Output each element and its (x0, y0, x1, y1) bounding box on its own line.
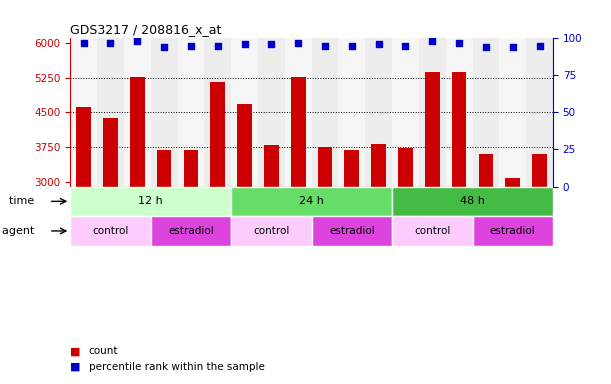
Text: control: control (253, 226, 290, 236)
Bar (76, 107, 91, 187)
Bar (151, 216, 231, 246)
Text: GDS3217 / 208816_x_at: GDS3217 / 208816_x_at (70, 23, 222, 36)
Bar (285, 38, 312, 187)
Point (159, 44, 169, 50)
Point (266, 41, 276, 47)
Bar (365, 38, 392, 187)
Bar (532, 154, 547, 187)
Bar (183, 151, 199, 187)
Bar (231, 187, 392, 216)
Bar (392, 216, 472, 246)
Point (481, 44, 491, 50)
Point (213, 43, 222, 49)
Point (106, 40, 115, 46)
Bar (157, 151, 172, 187)
Bar (472, 38, 499, 187)
Bar (124, 38, 151, 187)
Bar (103, 118, 118, 187)
Text: 48 h: 48 h (460, 196, 485, 206)
Point (347, 43, 357, 49)
Bar (419, 38, 445, 187)
Bar (478, 154, 493, 187)
Bar (338, 38, 365, 187)
Bar (472, 216, 553, 246)
Bar (130, 77, 145, 187)
Bar (178, 38, 204, 187)
Bar (499, 38, 526, 187)
Bar (204, 38, 231, 187)
Text: percentile rank within the sample: percentile rank within the sample (89, 362, 265, 372)
Text: ■: ■ (70, 346, 81, 356)
Bar (210, 82, 225, 187)
Point (401, 43, 411, 49)
Bar (505, 178, 520, 187)
Bar (312, 216, 392, 246)
Point (535, 43, 544, 49)
Bar (445, 38, 472, 187)
Text: 24 h: 24 h (299, 196, 324, 206)
Point (293, 40, 303, 46)
Text: estradiol: estradiol (490, 226, 536, 236)
Text: estradiol: estradiol (168, 226, 214, 236)
Text: control: control (414, 226, 450, 236)
Bar (318, 147, 332, 187)
Bar (452, 72, 466, 187)
Text: time: time (9, 196, 38, 206)
Point (133, 38, 142, 45)
Bar (398, 148, 413, 187)
Text: count: count (89, 346, 118, 356)
Bar (70, 187, 231, 216)
Point (508, 44, 518, 50)
Bar (392, 38, 419, 187)
Bar (151, 38, 178, 187)
Bar (258, 38, 285, 187)
Text: control: control (92, 226, 129, 236)
Point (186, 43, 196, 49)
Bar (237, 104, 252, 187)
Bar (291, 77, 306, 187)
Bar (264, 145, 279, 187)
Bar (70, 216, 151, 246)
Point (79, 40, 89, 46)
Point (320, 43, 330, 49)
Point (240, 41, 249, 47)
Bar (231, 216, 312, 246)
Text: 12 h: 12 h (138, 196, 163, 206)
Point (428, 38, 437, 45)
Bar (425, 72, 440, 187)
Text: estradiol: estradiol (329, 226, 375, 236)
Text: ■: ■ (70, 362, 81, 372)
Bar (231, 38, 258, 187)
Bar (97, 38, 124, 187)
Bar (371, 144, 386, 187)
Point (454, 40, 464, 46)
Bar (345, 151, 359, 187)
Point (374, 41, 384, 47)
Bar (526, 38, 553, 187)
Bar (312, 38, 338, 187)
Text: agent: agent (2, 226, 38, 236)
Bar (392, 187, 553, 216)
Bar (70, 38, 97, 187)
